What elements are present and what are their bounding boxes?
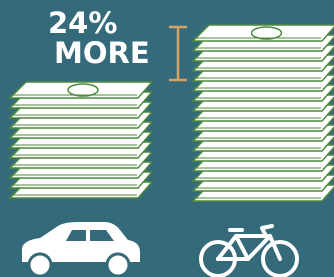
page: 24% MORE (() => { const data = JSON.pars… — [0, 0, 334, 277]
annotation-more: MORE — [54, 36, 150, 70]
annotation-percent: 24% — [48, 6, 117, 40]
infographic: 24% MORE — [0, 0, 334, 277]
